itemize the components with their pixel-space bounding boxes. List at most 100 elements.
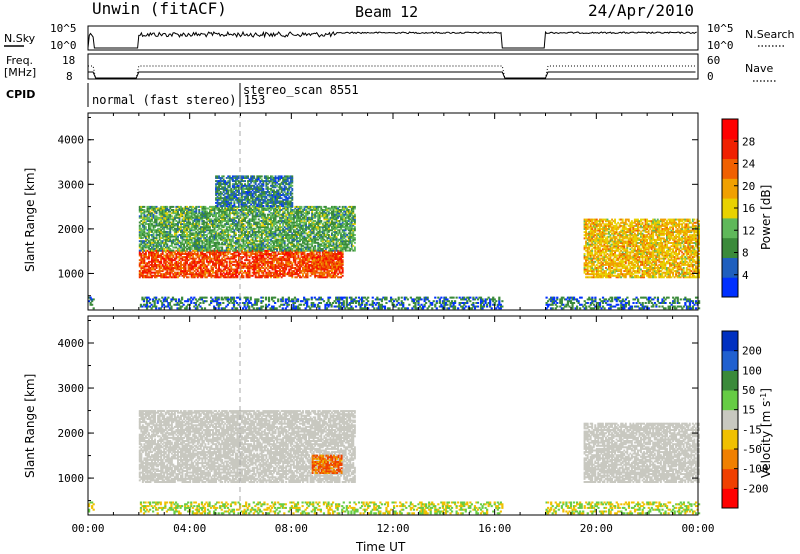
echo-cell (170, 254, 173, 257)
echo-cell (234, 232, 237, 235)
echo-cell (178, 265, 181, 268)
echo-cell (253, 256, 256, 259)
echo-cell (276, 254, 279, 257)
echo-cell (183, 271, 186, 274)
echo-cell (242, 253, 245, 255)
echo-cell (216, 262, 219, 265)
echo-cell (291, 265, 294, 268)
echo-cell (259, 263, 262, 266)
echo-cell (215, 274, 218, 277)
echo-cell (247, 251, 250, 254)
echo-cell (239, 263, 242, 266)
echo-cell (148, 256, 150, 259)
echo-cell (353, 246, 356, 249)
echo-cell (233, 268, 236, 271)
echo-cell (253, 268, 256, 271)
echo-cell (234, 251, 237, 254)
echo-cell (236, 271, 239, 274)
echo-cell (144, 268, 147, 271)
echo-cell (167, 251, 170, 254)
echo-cell (297, 257, 300, 260)
echo-cell (169, 265, 172, 268)
echo-cell (231, 273, 234, 276)
echo-cell (242, 265, 245, 268)
echo-cell (204, 270, 207, 273)
echo-cell (212, 267, 214, 269)
echo-cell (300, 251, 303, 254)
echo-cell (163, 254, 166, 257)
echo-cell (262, 259, 265, 262)
echo-cell (184, 259, 187, 262)
echo-cell (266, 268, 269, 271)
echo-cell (320, 205, 323, 208)
echo-cell (276, 271, 279, 274)
echo-cell (280, 267, 283, 269)
echo-cell (161, 270, 164, 273)
echo-cell (146, 256, 149, 259)
echo-cell (155, 254, 158, 257)
echo-cell (141, 254, 144, 257)
echo-cell (189, 267, 192, 269)
echo-cell (231, 260, 234, 263)
echo-cell (154, 273, 157, 276)
echo-cell (205, 260, 208, 263)
echo-cell (277, 257, 280, 260)
echo-cell (190, 274, 193, 277)
echo-cell (238, 259, 240, 262)
echo-cell (172, 263, 175, 266)
echo-cell (299, 259, 301, 262)
echo-cell (280, 257, 283, 260)
echo-cell (265, 267, 268, 269)
freq-tick-top: 18 (62, 54, 75, 67)
echo-cell (234, 273, 237, 276)
echo-cell (209, 256, 211, 259)
echo-cell (209, 249, 211, 252)
echo-cell (212, 254, 214, 257)
echo-cell (273, 263, 275, 266)
echo-cell (201, 249, 204, 252)
echo-cell (167, 276, 170, 279)
echo-cell (253, 259, 256, 262)
echo-cell (189, 271, 192, 274)
echo-cell (160, 253, 163, 255)
echo-cell (186, 259, 189, 262)
echo-cell (260, 257, 263, 260)
echo-cell (228, 276, 231, 279)
echo-cell (285, 268, 288, 271)
echo-cell (151, 268, 153, 271)
echo-cell (224, 268, 227, 271)
echo-cell (266, 256, 269, 259)
echo-cell (186, 257, 189, 260)
echo-cell (209, 251, 211, 254)
echo-cell (177, 263, 179, 266)
echo-cell (183, 267, 186, 269)
echo-cell (263, 265, 266, 268)
echo-cell (283, 273, 286, 276)
echo-cell (294, 256, 297, 259)
echo-cell (274, 274, 277, 277)
echo-cell (160, 257, 163, 260)
echo-cell (270, 265, 272, 268)
echo-cell (210, 249, 213, 252)
echo-cell (286, 260, 289, 263)
echo-cell (248, 274, 251, 277)
echo-cell (215, 259, 218, 262)
echo-cell (216, 254, 219, 257)
echo-cell (161, 268, 164, 271)
echo-cell (184, 271, 187, 274)
echo-cell (277, 259, 280, 262)
echo-cell (280, 263, 283, 266)
echo-cell (138, 270, 141, 273)
echo-cell (292, 271, 295, 274)
echo-cell (265, 274, 268, 277)
echo-cell (262, 270, 265, 273)
echo-cell (251, 260, 254, 263)
echo-cell (173, 259, 176, 262)
echo-cell (149, 270, 152, 273)
echo-cell (288, 251, 291, 254)
echo-cell (303, 262, 306, 265)
echo-cell (207, 268, 210, 271)
echo-cell (195, 274, 198, 277)
echo-cell (190, 257, 193, 260)
echo-cell (160, 260, 163, 263)
